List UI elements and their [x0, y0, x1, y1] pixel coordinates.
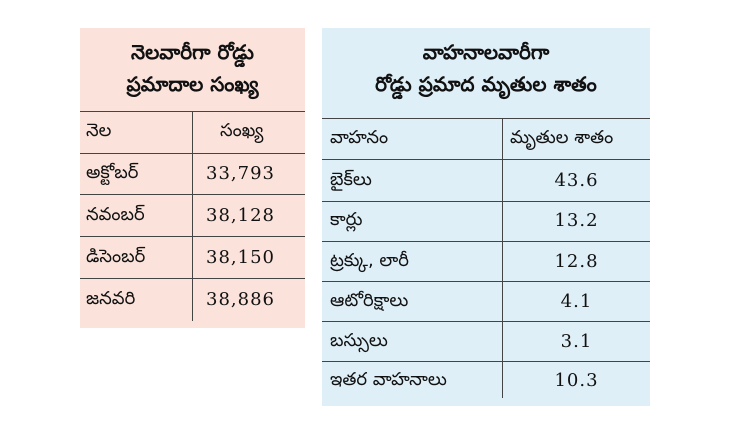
right-row-percent: 43.6	[554, 170, 599, 191]
left-row-count: 33,793	[206, 163, 275, 184]
right-row-rule	[322, 201, 650, 202]
right-column-divider	[502, 118, 503, 398]
left-row-rule	[80, 278, 305, 279]
right-row-percent: 3.1	[560, 331, 593, 352]
right-row-percent: 10.3	[554, 370, 599, 391]
left-row-rule	[80, 236, 305, 237]
left-row-rule	[80, 194, 305, 195]
right-header-top-rule	[322, 118, 650, 119]
left-row-count: 38,128	[206, 205, 275, 226]
right-row-percent: 13.2	[554, 210, 599, 231]
right-row-vehicle: కార్లు	[330, 209, 363, 230]
left-column-divider	[192, 111, 193, 321]
left-header-month: నెల	[86, 120, 112, 141]
left-title-line1: నెలవారీగా రోడ్డు	[131, 40, 254, 64]
right-header-bottom-rule	[322, 159, 650, 160]
right-row-vehicle: బైక్‌లు	[330, 169, 372, 190]
right-row-percent: 12.8	[554, 251, 599, 272]
right-row-rule	[322, 281, 650, 282]
right-row-vehicle: ఆటోరిక్షాలు	[330, 290, 409, 311]
right-row-vehicle: బస్సులు	[330, 330, 388, 351]
right-row-rule	[322, 321, 650, 322]
left-title-line2: ప్రమాదాల సంఖ్య	[126, 72, 259, 96]
left-row-month: డిసెంబర్	[86, 246, 146, 267]
left-row-month: జనవరి	[86, 288, 136, 309]
right-title-line2: రోడ్డు ప్రమాద మృతుల శాతం	[375, 72, 597, 96]
right-row-percent: 4.1	[560, 291, 593, 312]
right-row-vehicle: ఇతర వాహనాలు	[330, 369, 447, 390]
right-header-percent: మృతుల శాతం	[510, 127, 614, 148]
left-row-month: నవంబర్	[86, 204, 145, 225]
left-row-month: అక్టోబర్	[86, 162, 139, 183]
right-table-title: వాహనాలవారీగా రోడ్డు ప్రమాద మృతుల శాతం	[322, 28, 650, 100]
left-header-bottom-rule	[80, 153, 305, 154]
monthly-accidents-table: నెలవారీగా రోడ్డు ప్రమాదాల సంఖ్య నెల సంఖ్…	[80, 28, 305, 328]
right-row-rule	[322, 361, 650, 362]
vehicle-fatalities-table: వాహనాలవారీగా రోడ్డు ప్రమాద మృతుల శాతం వా…	[322, 28, 650, 406]
left-header-count: సంఖ్య	[220, 120, 264, 141]
right-row-vehicle: ట్రక్కు, లారీ	[330, 250, 409, 271]
left-row-count: 38,150	[206, 247, 275, 268]
left-table-title: నెలవారీగా రోడ్డు ప్రమాదాల సంఖ్య	[80, 28, 305, 100]
right-title-line1: వాహనాలవారీగా	[422, 40, 550, 64]
right-row-rule	[322, 241, 650, 242]
right-header-vehicle: వాహనం	[330, 127, 389, 148]
left-row-count: 38,886	[206, 289, 275, 310]
